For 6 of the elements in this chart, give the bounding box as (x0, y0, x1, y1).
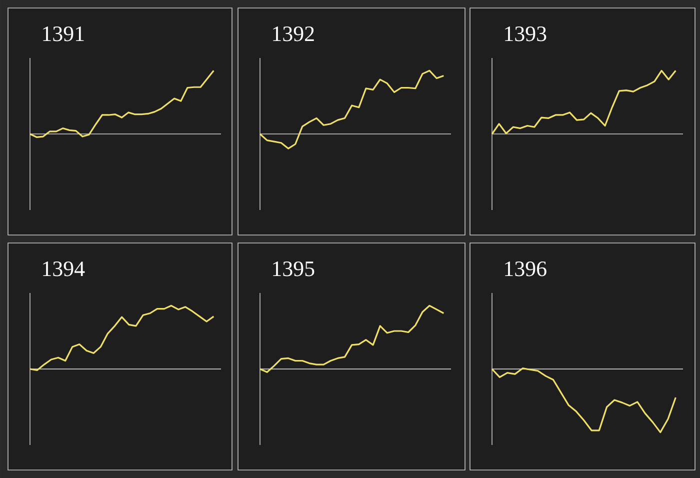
chart-title: 1392 (273, 26, 314, 42)
chart-title: 1394 (43, 261, 85, 276)
chart-title: 1395 (273, 261, 314, 276)
chart-title: 1393 (505, 26, 546, 42)
chart-title: 1396 (505, 261, 546, 276)
chart-title: 1391 (43, 26, 84, 42)
